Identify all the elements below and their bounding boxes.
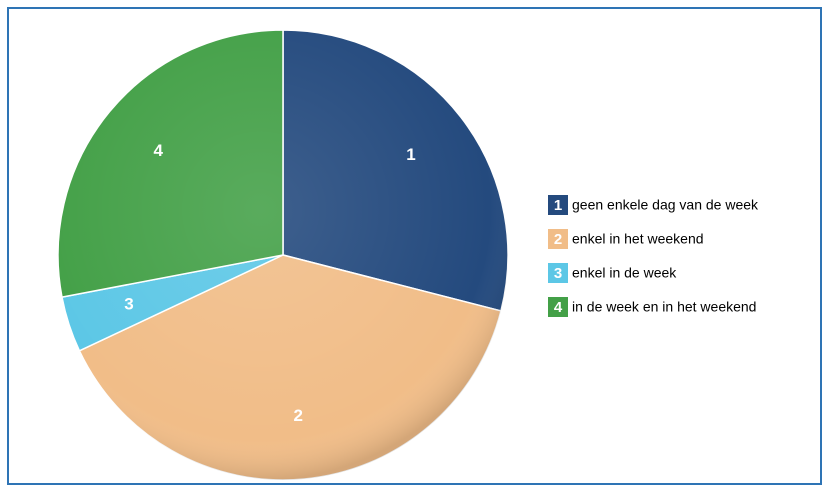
frame [7, 7, 822, 485]
slice-label: 2 [294, 406, 303, 425]
legend-swatch [548, 297, 568, 317]
slice-label: 4 [153, 141, 163, 160]
legend-key: 4 [554, 299, 563, 316]
legend-label: geen enkele dag van de week [572, 197, 759, 213]
legend-label: in de week en in het weekend [572, 299, 756, 315]
pie-slice [57, 29, 284, 299]
legend-swatch [548, 195, 568, 215]
slice-label: 3 [124, 295, 133, 314]
legend-label: enkel in de week [572, 265, 677, 281]
legend-swatch [548, 229, 568, 249]
legend-key: 1 [554, 197, 562, 214]
legend-key: 3 [554, 265, 562, 282]
slice-label: 1 [406, 145, 415, 164]
legend-swatch [548, 263, 568, 283]
legend-key: 2 [554, 231, 562, 248]
legend-label: enkel in het weekend [572, 231, 704, 247]
